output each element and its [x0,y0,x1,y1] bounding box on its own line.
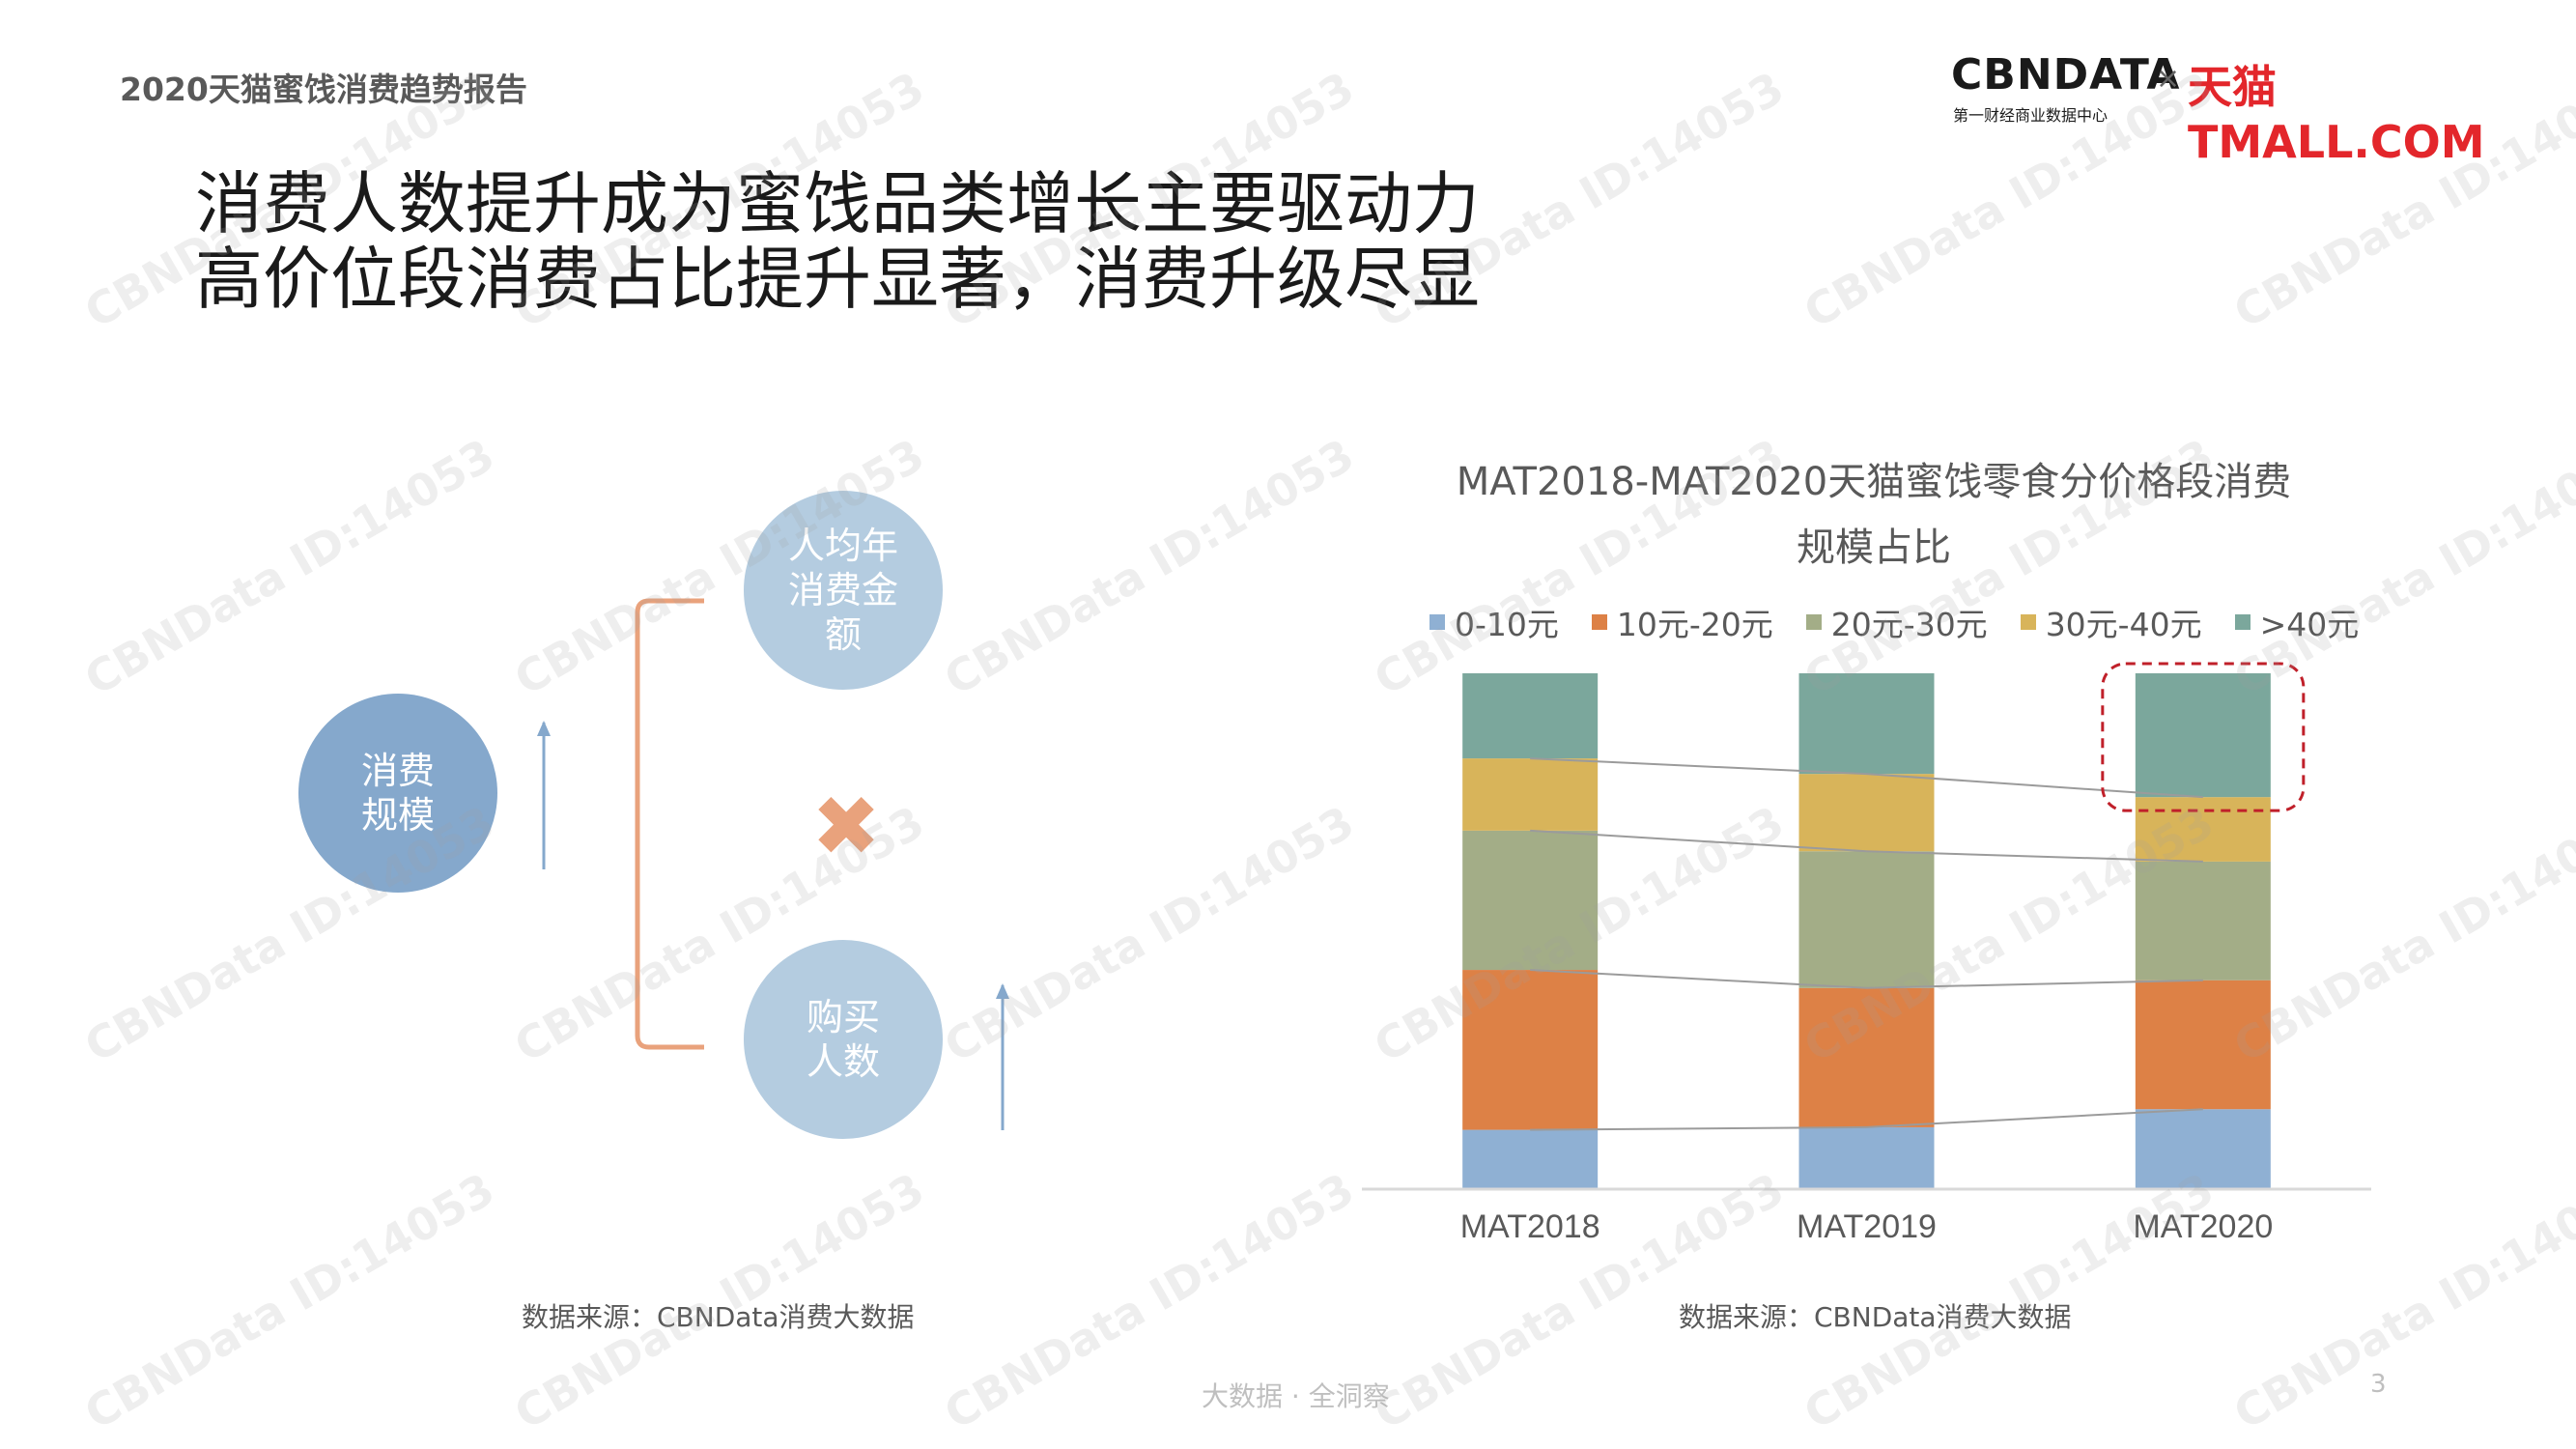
report-title: 2020天猫蜜饯消费趋势报告 [120,71,527,108]
x-tick-label: MAT2019 [1797,1208,1937,1245]
cbndata-logo-subtitle: 第一财经商业数据中心 [1953,106,2109,125]
bar-segment-MAT2018-4 [1462,673,1599,759]
bar-segment-MAT2018-2 [1462,830,1599,971]
cbndata-logo: CBNDATA [1951,50,2181,99]
chart-title-line-1: MAT2018-MAT2020天猫蜜饯零食分价格段消费 [1456,460,2292,504]
headline-line-2: 高价位段消费占比提升显著，消费升级尽显 [195,240,1480,319]
bar-segment-MAT2018-1 [1462,970,1599,1130]
consumption-scale-label-1: 消费 [360,750,435,792]
avg-spend-label-1: 人均年 [787,525,898,567]
multiply-icon: ✖ [810,779,882,875]
legend-label: 30元-40元 [2045,606,2202,643]
chart-title-line-2: 规模占比 [1797,526,1951,570]
legend-item: 0-10元 [1430,599,1559,645]
bar-segment-MAT2018-0 [1462,1129,1599,1189]
legend-label: >40元 [2259,606,2360,643]
chart-legend: 0-10元 10元-20元 20元-30元 30元-40元 >40元 [1430,599,2359,645]
series-connector-line [1866,773,2203,799]
legend-swatch [1591,614,1607,630]
x-tick-label: MAT2020 [2133,1208,2273,1245]
legend-swatch [2020,614,2036,630]
page-number: 3 [2370,1370,2387,1399]
series-connector-line [1866,850,2203,863]
x-tick-label: MAT2018 [1460,1208,1600,1245]
legend-label: 0-10元 [1455,606,1559,643]
buyer-count-label-1: 购买 [806,996,880,1038]
legend-item: 30元-40元 [2020,599,2202,645]
bar-segment-MAT2020-0 [2135,1109,2271,1189]
bar-segment-MAT2019-4 [1798,673,1935,775]
bar-segment-MAT2019-0 [1798,1126,1935,1189]
legend-label: 10元-20元 [1616,606,1773,643]
bar-segment-MAT2020-1 [2135,980,2271,1110]
logo-separator: × [2156,62,2181,96]
chart-source: 数据来源：CBNData消费大数据 [1679,1301,2072,1333]
series-connector-line [1866,1108,2203,1128]
bar-segment-MAT2019-1 [1798,987,1935,1127]
series-connector-line [1530,1125,1867,1131]
footer-tagline: 大数据 · 全洞察 [1202,1380,1390,1412]
avg-annual-spend-circle: 人均年 消费金 额 [744,491,943,690]
series-connector-line [1530,829,1867,853]
consumption-scale-label-2: 规模 [360,794,435,837]
avg-spend-label-2: 消费金 [787,569,898,611]
consumption-scale-circle: 消费 规模 [298,694,497,893]
diagram-source: 数据来源：CBNData消费大数据 [522,1301,915,1333]
series-connector-line [1530,969,1867,989]
bar-segment-MAT2019-3 [1798,774,1935,852]
tmall-logo: 天猫TMALL.COM [2188,61,2485,168]
bar-segment-MAT2020-3 [2135,797,2271,862]
legend-item: 20元-30元 [1805,599,1988,645]
legend-item: >40元 [2234,599,2360,645]
bar-segment-MAT2020-4 [2135,673,2271,798]
bar-segment-MAT2019-2 [1798,851,1935,988]
headline: 消费人数提升成为蜜饯品类增长主要驱动力 高价位段消费占比提升显著，消费升级尽显 [195,166,1480,317]
legend-swatch [2234,614,2250,630]
avg-spend-label-3: 额 [824,613,862,656]
series-connector-line [1530,757,1867,776]
diagram-connectors [537,598,1009,1130]
legend-swatch [1805,614,1822,630]
buyer-count-circle: 购买 人数 [744,940,943,1139]
chart-title: MAT2018-MAT2020天猫蜜饯零食分价格段消费 规模占比 [1410,449,2337,581]
bar-segment-MAT2020-2 [2135,861,2271,980]
series-connector-line [1866,979,2203,989]
bracket-line [635,598,704,1050]
up-arrow-head [537,721,551,736]
legend-label: 20元-30元 [1830,606,1988,643]
brand-logos: CBNDATA 第一财经商业数据中心 × 天猫TMALL.COM [1951,50,2511,168]
legend-swatch [1430,614,1445,630]
buyer-count-label-2: 人数 [806,1040,880,1083]
bar-segment-MAT2018-3 [1462,758,1599,831]
legend-item: 10元-20元 [1591,599,1773,645]
headline-line-1: 消费人数提升成为蜜饯品类增长主要驱动力 [195,164,1480,243]
up-arrow-head-2 [996,983,1009,999]
